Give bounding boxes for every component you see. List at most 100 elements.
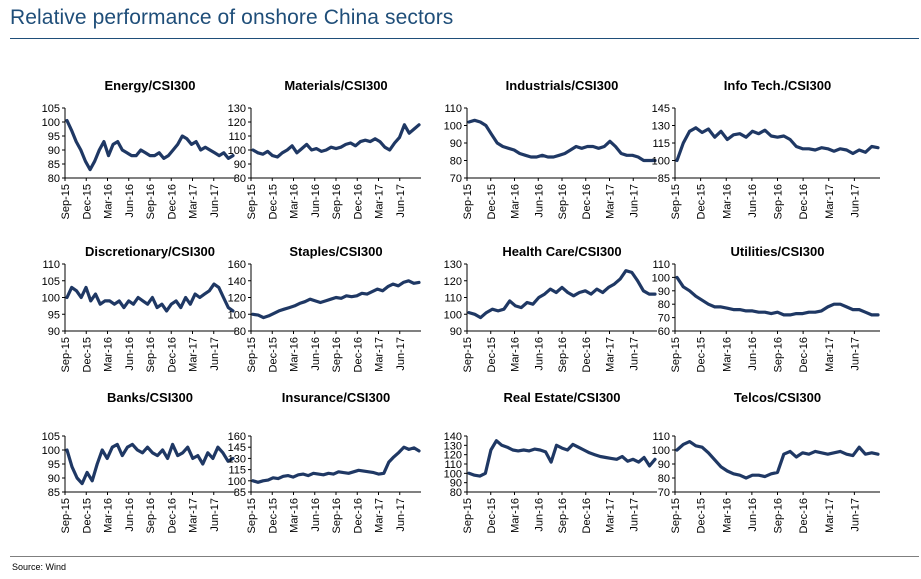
x-tick-label: Sep-15: [60, 184, 72, 219]
y-tick-label: 110: [228, 131, 246, 143]
y-tick-label: 110: [444, 459, 462, 471]
chart-title: Staples/CSI300: [289, 244, 382, 259]
x-tick-label: Dec-16: [798, 498, 810, 533]
x-tick-label: Jun-16: [310, 184, 322, 218]
x-tick-label: Sep-15: [462, 184, 474, 219]
y-tick-label: 100: [444, 121, 462, 133]
y-tick-label: 85: [48, 159, 60, 171]
x-tick-label: Jun-16: [310, 337, 322, 371]
x-tick-label: Mar-16: [510, 498, 522, 533]
chart-title: Banks/CSI300: [107, 390, 193, 405]
y-tick-label: 100: [42, 445, 60, 457]
x-tick-label: Dec-16: [581, 337, 593, 372]
page-title: Relative performance of onshore China se…: [10, 6, 454, 29]
y-tick-label: 160: [228, 431, 246, 443]
y-tick-label: 80: [658, 299, 670, 311]
x-tick-label: Mar-17: [188, 498, 200, 533]
x-tick-label: Sep-16: [331, 184, 343, 219]
x-tick-label: Mar-17: [188, 337, 200, 372]
x-tick-label: Dec-15: [696, 184, 708, 219]
y-tick-label: 100: [652, 445, 670, 457]
x-tick-label: Sep-15: [246, 337, 258, 372]
x-tick-label: Dec-15: [81, 184, 93, 219]
y-tick-label: 85: [48, 487, 60, 499]
y-tick-label: 110: [652, 431, 670, 443]
y-tick-label: 145: [228, 442, 246, 454]
y-tick-label: 90: [450, 138, 462, 150]
y-tick-label: 80: [658, 473, 670, 485]
x-tick-label: Dec-15: [486, 337, 498, 372]
y-tick-label: 90: [234, 159, 246, 171]
y-tick-label: 110: [444, 103, 462, 115]
chart-title: Utilities/CSI300: [731, 244, 825, 259]
x-tick-label: Mar-17: [605, 337, 617, 372]
series-line: [467, 118, 657, 163]
x-tick-label: Jun-17: [209, 184, 221, 218]
y-tick-label: 100: [228, 309, 246, 321]
x-tick-label: Dec-16: [352, 184, 364, 219]
x-tick-label: Dec-16: [798, 184, 810, 219]
source-note: Source: Wind: [12, 562, 67, 572]
x-tick-label: Sep-15: [60, 498, 72, 533]
x-tick-label: Mar-16: [721, 498, 733, 533]
x-tick-label: Dec-15: [486, 498, 498, 533]
y-tick-label: 80: [48, 173, 60, 185]
x-tick-label: Sep-15: [670, 337, 682, 372]
x-tick-label: Sep-16: [557, 337, 569, 372]
x-tick-label: Sep-16: [331, 498, 343, 533]
x-tick-label: Dec-15: [267, 498, 279, 533]
y-tick-label: 115: [652, 138, 670, 150]
x-tick-label: Dec-15: [267, 337, 279, 372]
chart-title: Real Estate/CSI300: [503, 390, 620, 405]
y-tick-label: 95: [48, 459, 60, 471]
y-tick-label: 130: [228, 103, 246, 115]
x-tick-label: Sep-16: [557, 184, 569, 219]
y-tick-label: 80: [450, 487, 462, 499]
y-tick-label: 120: [444, 450, 462, 462]
x-tick-label: Dec-15: [696, 337, 708, 372]
y-tick-label: 90: [450, 478, 462, 490]
series-line: [467, 269, 657, 320]
chart-title: Industrials/CSI300: [506, 78, 619, 93]
y-tick-label: 90: [658, 459, 670, 471]
series-line: [675, 440, 880, 480]
x-tick-label: Sep-16: [773, 337, 785, 372]
x-tick-label: Mar-16: [721, 337, 733, 372]
y-tick-label: 100: [652, 156, 670, 168]
x-tick-label: Sep-15: [670, 184, 682, 219]
y-tick-label: 70: [658, 313, 670, 325]
x-tick-label: Jun-17: [849, 498, 861, 532]
x-tick-label: Dec-16: [581, 184, 593, 219]
x-tick-label: Sep-16: [145, 498, 157, 533]
x-tick-label: Mar-17: [374, 498, 386, 533]
y-tick-label: 85: [658, 173, 670, 185]
chart-title: Discretionary/CSI300: [85, 244, 215, 259]
x-tick-label: Dec-15: [81, 498, 93, 533]
x-tick-label: Jun-17: [849, 184, 861, 218]
y-tick-label: 130: [444, 440, 462, 452]
y-tick-label: 160: [228, 259, 246, 271]
y-tick-label: 90: [450, 326, 462, 338]
x-tick-label: Sep-15: [246, 498, 258, 533]
y-tick-label: 120: [228, 117, 246, 129]
x-tick-label: Jun-17: [849, 337, 861, 371]
x-tick-label: Mar-17: [374, 337, 386, 372]
x-tick-label: Mar-17: [824, 498, 836, 533]
chart-title: Info Tech./CSI300: [724, 78, 831, 93]
y-tick-label: 120: [228, 293, 246, 305]
series-line: [251, 123, 421, 159]
x-tick-label: Jun-16: [747, 498, 759, 532]
y-tick-label: 95: [48, 309, 60, 321]
x-tick-label: Dec-16: [798, 337, 810, 372]
x-tick-label: Jun-16: [747, 337, 759, 371]
x-tick-label: Mar-16: [289, 337, 301, 372]
series-line: [65, 118, 235, 172]
x-tick-label: Mar-16: [510, 184, 522, 219]
y-tick-label: 90: [48, 326, 60, 338]
y-tick-label: 80: [234, 326, 246, 338]
y-tick-label: 105: [42, 276, 60, 288]
y-tick-label: 100: [444, 309, 462, 321]
y-tick-label: 80: [234, 173, 246, 185]
y-tick-label: 115: [228, 465, 246, 477]
source-divider: [10, 556, 919, 557]
